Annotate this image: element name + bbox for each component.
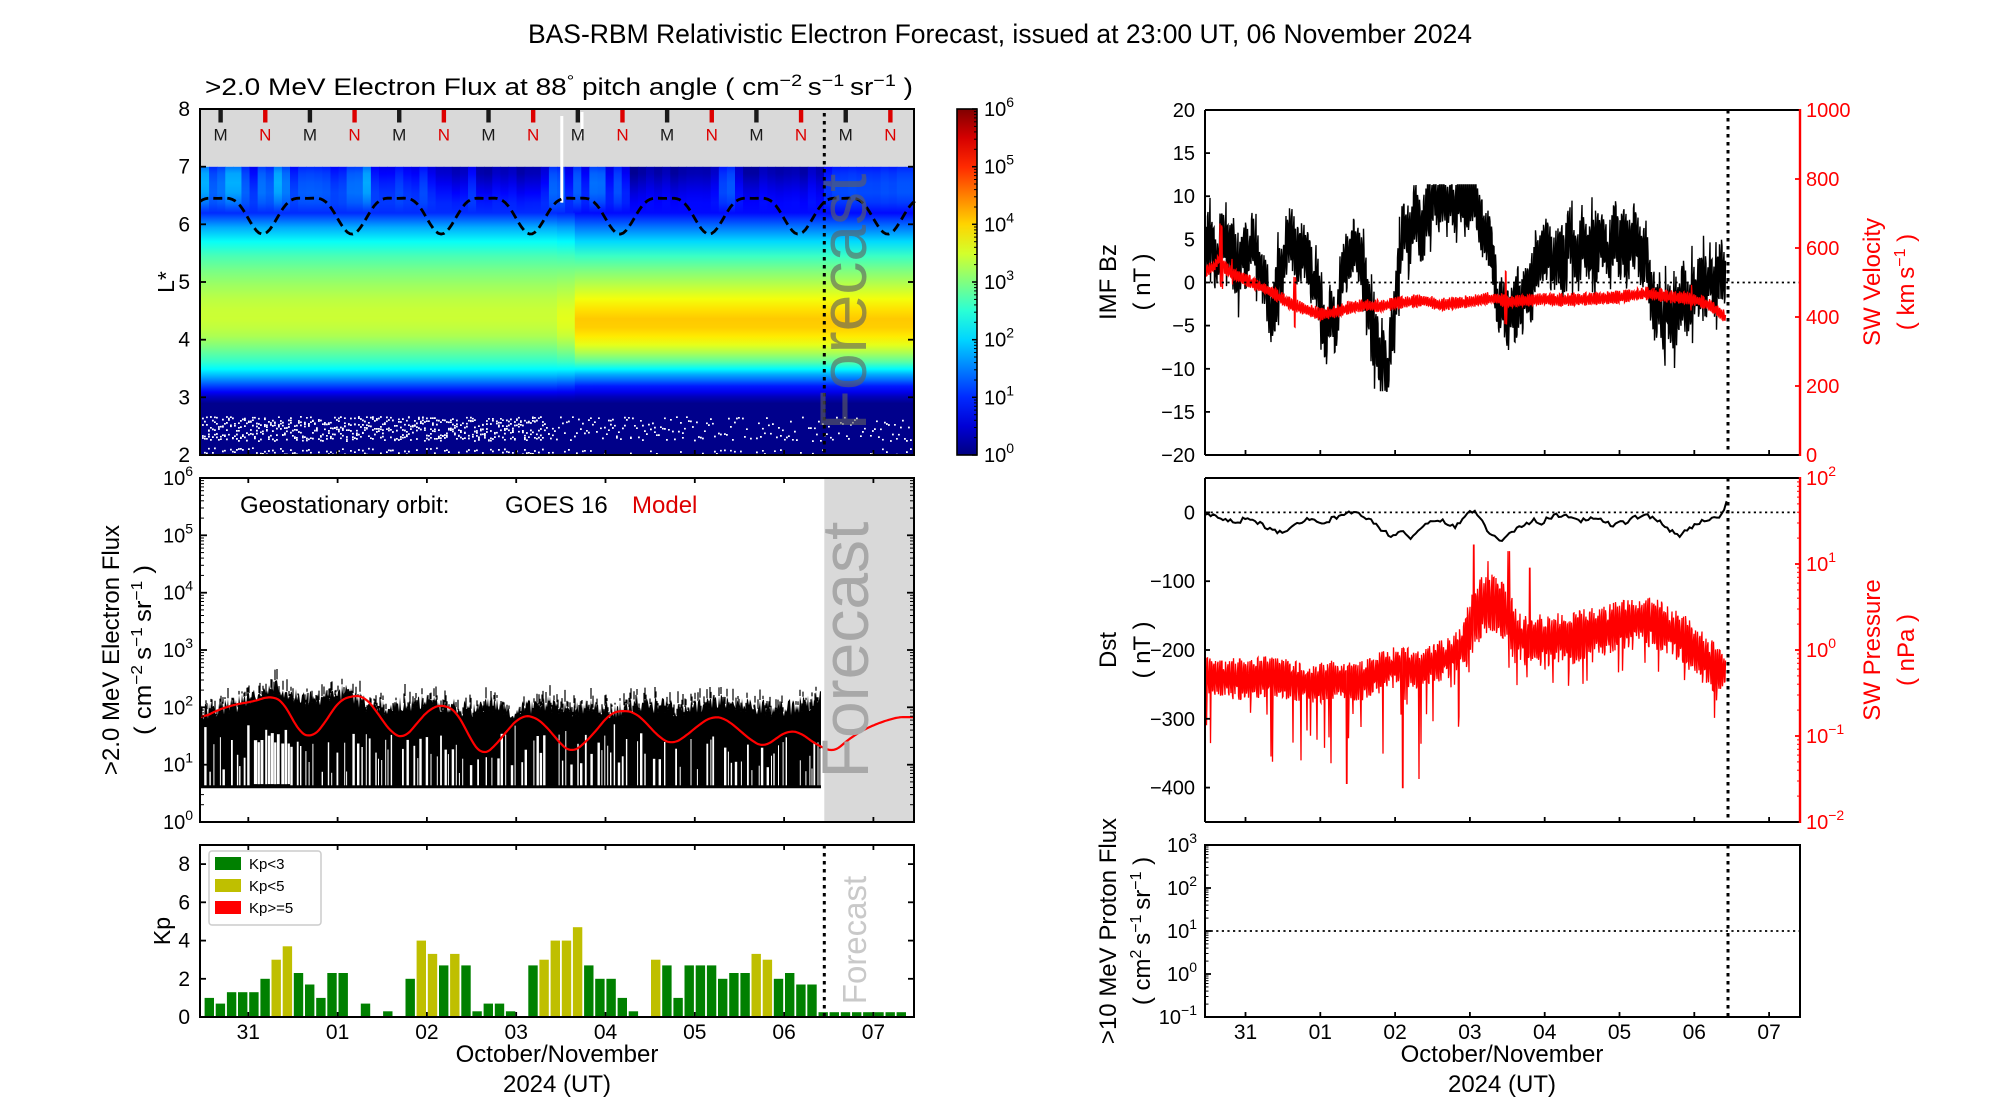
svg-text:03: 03 [505, 1021, 528, 1044]
svg-text:400: 400 [1806, 307, 1839, 329]
svg-text:10: 10 [1173, 186, 1195, 208]
svg-text:Geostationary orbit:: Geostationary orbit: [240, 492, 449, 519]
svg-text:October/November: October/November [1401, 1041, 1604, 1068]
svg-text:Dst: Dst [1095, 632, 1122, 668]
svg-text:N: N [438, 126, 450, 145]
svg-text:06: 06 [772, 1021, 795, 1044]
svg-text:20: 20 [1173, 100, 1195, 122]
svg-text:04: 04 [1533, 1021, 1557, 1044]
svg-text:N: N [527, 126, 539, 145]
svg-text:04: 04 [594, 1021, 618, 1044]
svg-text:Forecast: Forecast [808, 522, 882, 779]
svg-text:Kp>=5: Kp>=5 [249, 900, 293, 917]
svg-text:05: 05 [683, 1021, 706, 1044]
svg-text:( nPa ): ( nPa ) [1893, 614, 1920, 686]
svg-text:SW Velocity: SW Velocity [1859, 218, 1886, 346]
svg-text:600: 600 [1806, 238, 1839, 260]
svg-text:5: 5 [1184, 229, 1195, 251]
svg-text:Kp: Kp [149, 917, 175, 945]
svg-text:8: 8 [178, 98, 190, 121]
svg-text:IMF Bz: IMF Bz [1095, 244, 1122, 320]
svg-text:2024 (UT): 2024 (UT) [503, 1071, 611, 1098]
svg-text:101: 101 [1806, 549, 1836, 576]
svg-text:0: 0 [1184, 502, 1195, 524]
svg-text:N: N [259, 126, 271, 145]
svg-text:10−1: 10−1 [1159, 1002, 1197, 1029]
svg-text:−10: −10 [1161, 359, 1195, 381]
svg-text:4: 4 [178, 329, 190, 352]
svg-text:( nT ): ( nT ) [1129, 622, 1156, 679]
svg-text:5: 5 [178, 271, 190, 294]
svg-text:October/November: October/November [456, 1041, 659, 1068]
svg-text:102: 102 [1167, 873, 1197, 900]
svg-text:07: 07 [1757, 1021, 1780, 1044]
svg-text:>2.0 MeV Electron Flux: >2.0 MeV Electron Flux [98, 525, 125, 775]
svg-text:800: 800 [1806, 169, 1839, 191]
svg-text:Forecast: Forecast [806, 174, 880, 431]
svg-text:N: N [348, 126, 360, 145]
svg-text:31: 31 [237, 1021, 260, 1044]
svg-text:−200: −200 [1150, 640, 1195, 662]
svg-text:−5: −5 [1172, 316, 1195, 338]
svg-text:( nT ): ( nT ) [1129, 254, 1156, 311]
svg-text:01: 01 [1309, 1021, 1332, 1044]
svg-text:Kp<3: Kp<3 [249, 856, 284, 873]
svg-text:6: 6 [178, 891, 190, 914]
svg-text:2024 (UT): 2024 (UT) [1448, 1071, 1556, 1098]
svg-text:M: M [571, 126, 585, 145]
svg-text:0: 0 [1806, 445, 1817, 467]
svg-text:05: 05 [1608, 1021, 1631, 1044]
svg-text:M: M [660, 126, 674, 145]
svg-text:03: 03 [1458, 1021, 1481, 1044]
svg-text:BAS-RBM Relativistic Electron: BAS-RBM Relativistic Electron Forecast, … [528, 19, 1472, 49]
svg-text:2: 2 [178, 968, 190, 991]
svg-text:06: 06 [1683, 1021, 1706, 1044]
svg-text:4: 4 [178, 930, 190, 953]
svg-text:01: 01 [326, 1021, 349, 1044]
svg-text:M: M [214, 126, 228, 145]
svg-text:N: N [616, 126, 628, 145]
svg-text:L*: L* [153, 271, 179, 293]
svg-text:Model: Model [632, 492, 697, 519]
svg-text:Kp<5: Kp<5 [249, 878, 284, 895]
svg-text:M: M [839, 126, 853, 145]
svg-text:02: 02 [1383, 1021, 1406, 1044]
svg-text:Forecast: Forecast [836, 876, 873, 1004]
svg-text:M: M [481, 126, 495, 145]
svg-text:02: 02 [415, 1021, 438, 1044]
svg-text:>2.0 MeV Electron Flux at 88°: >2.0 MeV Electron Flux at 88 ° pitch angl… [205, 71, 913, 101]
svg-text:0: 0 [1184, 273, 1195, 295]
svg-text:M: M [303, 126, 317, 145]
svg-text:0: 0 [178, 1006, 190, 1029]
svg-text:N: N [706, 126, 718, 145]
svg-text:M: M [392, 126, 406, 145]
svg-text:6: 6 [178, 213, 190, 236]
svg-text:( km s−1 ): ( km s−1 ) [1892, 234, 1920, 330]
svg-text:−300: −300 [1150, 709, 1195, 731]
svg-text:2: 2 [178, 444, 190, 467]
svg-text:SW Pressure: SW Pressure [1859, 579, 1886, 720]
svg-text:>10 MeV Proton Flux: >10 MeV Proton Flux [1095, 818, 1122, 1044]
svg-text:−15: −15 [1161, 402, 1195, 424]
svg-text:GOES 16: GOES 16 [505, 492, 608, 519]
svg-text:3: 3 [178, 386, 190, 409]
svg-text:7: 7 [178, 156, 190, 179]
svg-text:07: 07 [862, 1021, 885, 1044]
svg-text:−400: −400 [1150, 778, 1195, 800]
svg-text:−100: −100 [1150, 571, 1195, 593]
svg-text:200: 200 [1806, 376, 1839, 398]
svg-text:N: N [795, 126, 807, 145]
svg-text:15: 15 [1173, 143, 1195, 165]
svg-text:−20: −20 [1161, 445, 1195, 467]
svg-text:31: 31 [1234, 1021, 1257, 1044]
svg-text:8: 8 [178, 853, 190, 876]
svg-text:M: M [749, 126, 763, 145]
svg-text:N: N [884, 126, 896, 145]
svg-text:1000: 1000 [1806, 100, 1851, 122]
